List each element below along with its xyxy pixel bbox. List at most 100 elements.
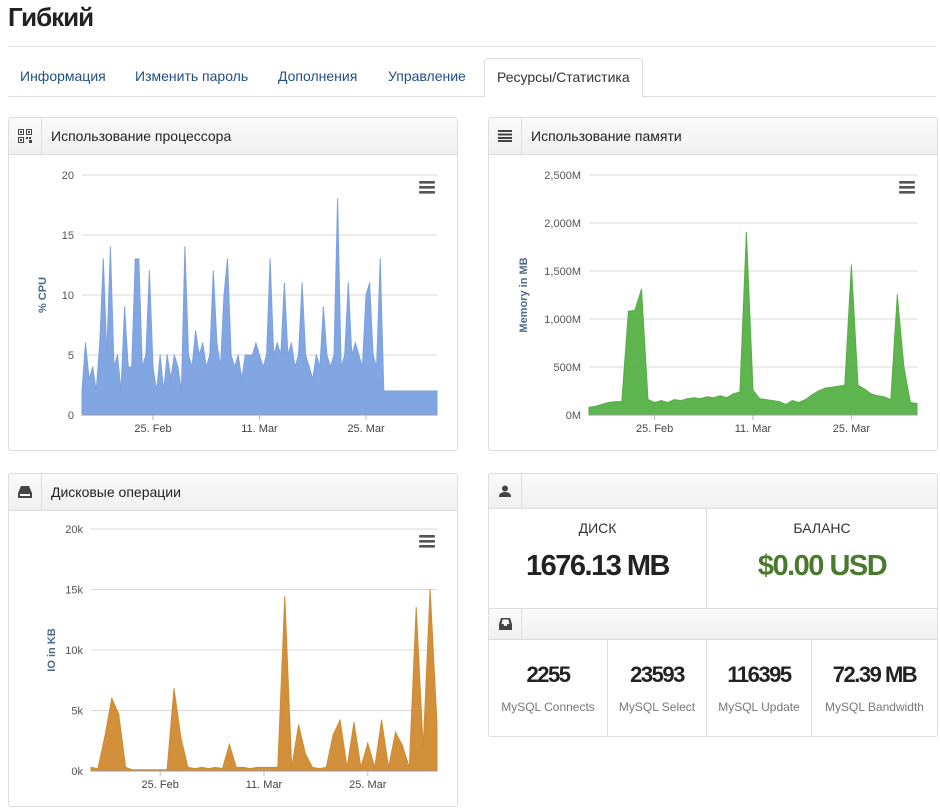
data-point — [353, 722, 355, 724]
data-point — [369, 282, 371, 284]
menu-bar — [419, 545, 435, 548]
data-point — [125, 766, 127, 768]
tab-bar: Информация Изменить пароль Дополнения Уп… — [8, 58, 936, 98]
data-point — [824, 387, 826, 389]
y-tick-label: 1,000M — [544, 314, 581, 326]
data-point — [242, 766, 244, 768]
data-point — [337, 198, 339, 200]
tab-resources-statistics[interactable]: Ресурсы/Статистика — [484, 58, 643, 98]
mysql-connects-value: 2255 — [526, 662, 571, 687]
cpu-panel-header: Использование процессора — [9, 118, 457, 155]
cpu-series-area — [81, 198, 438, 416]
mysql-header-divider — [489, 639, 937, 640]
y-tick-label: 1,500M — [544, 266, 581, 278]
cpu-panel: Использование процессора 0 5 10 15 20 25. Feb… — [8, 117, 458, 451]
disk-usage-label: ДИСК — [578, 520, 617, 536]
data-point — [180, 737, 182, 739]
data-point — [850, 264, 852, 266]
data-point — [104, 736, 106, 738]
data-point — [680, 400, 682, 402]
data-point — [346, 766, 348, 768]
data-point — [148, 270, 150, 272]
data-point — [390, 390, 392, 392]
data-point — [99, 342, 101, 344]
data-point — [436, 723, 438, 725]
x-tick-label: 25. Feb — [134, 423, 171, 435]
data-point — [287, 354, 289, 356]
tab-addons[interactable]: Дополнения — [278, 68, 358, 84]
data-point — [844, 384, 846, 386]
data-point — [235, 766, 237, 768]
data-point — [798, 401, 800, 404]
data-point — [315, 354, 317, 356]
disk-usage-stat: ДИСК 1676.13 MB — [489, 508, 706, 608]
data-point — [248, 354, 250, 356]
data-point — [270, 766, 272, 768]
data-point — [393, 390, 395, 392]
chart-menu-icon[interactable] — [419, 181, 435, 194]
data-point — [141, 366, 143, 368]
mysql-bandwidth-value: 72.39 MB — [832, 662, 918, 687]
data-point — [187, 354, 190, 356]
mysql-select-label: MySQL Select — [618, 700, 696, 714]
tab-management[interactable]: Управление — [388, 68, 466, 84]
data-point — [818, 390, 820, 392]
data-point — [745, 232, 747, 234]
mysql-stats-header — [489, 609, 937, 640]
data-point — [339, 719, 341, 721]
data-point — [212, 270, 214, 272]
data-point — [194, 768, 196, 770]
list-icon — [489, 118, 522, 154]
data-point — [418, 390, 420, 392]
data-point — [785, 403, 787, 405]
data-point — [276, 342, 278, 344]
data-point — [322, 306, 324, 308]
data-point — [255, 342, 257, 344]
data-point — [298, 724, 300, 726]
data-point — [325, 766, 327, 768]
y-tick-label: 15k — [65, 585, 83, 597]
disk-panel-header: Дисковые операции — [9, 474, 457, 511]
data-point — [145, 769, 147, 771]
chart-menu-icon[interactable] — [419, 535, 435, 548]
data-point — [244, 354, 246, 356]
data-point — [811, 394, 813, 396]
data-point — [226, 258, 229, 260]
inbox-icon — [489, 609, 522, 639]
y-tick-label: 10 — [62, 290, 74, 302]
tab-change-password[interactable]: Изменить пароль — [135, 68, 249, 84]
data-point — [84, 342, 87, 344]
data-point — [256, 766, 258, 768]
data-point — [251, 354, 253, 356]
data-point — [759, 398, 761, 400]
section-divider — [489, 608, 937, 609]
data-point — [903, 366, 905, 368]
data-point — [667, 401, 669, 404]
y-tick-label: 0M — [566, 410, 581, 422]
data-point — [699, 398, 702, 400]
data-point — [241, 378, 243, 380]
data-point — [209, 354, 211, 356]
data-point — [772, 400, 774, 402]
data-point — [127, 366, 129, 368]
disk-panel: Дисковые операции 0k 5k 10k 15k 20k 25. Feb 11… — [8, 473, 458, 807]
chart-menu-icon[interactable] — [899, 181, 915, 194]
data-point — [113, 366, 115, 368]
data-point — [205, 366, 207, 368]
y-tick-label: 20k — [65, 524, 83, 536]
y-tick-label: 20 — [62, 170, 74, 182]
data-point — [201, 766, 203, 768]
x-tick-label: 25. Mar — [833, 423, 871, 435]
menu-bar — [419, 181, 435, 184]
memory-series-area — [588, 232, 918, 416]
data-point — [88, 378, 90, 380]
data-point — [305, 354, 307, 356]
data-point — [713, 397, 715, 399]
data-point — [198, 354, 200, 356]
data-point — [124, 306, 126, 308]
disk-series-area — [90, 589, 438, 772]
data-point — [294, 366, 296, 368]
data-point — [131, 769, 134, 771]
data-point — [269, 258, 271, 260]
tab-information[interactable]: Информация — [20, 68, 106, 84]
